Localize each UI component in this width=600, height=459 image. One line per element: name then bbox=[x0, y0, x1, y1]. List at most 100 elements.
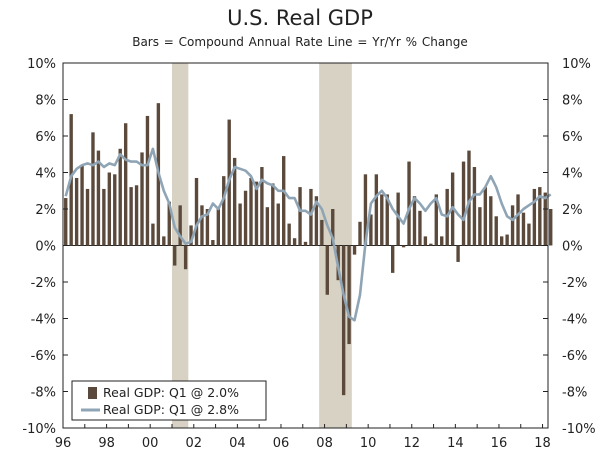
bar bbox=[151, 223, 155, 246]
y-tick-label-left: -10% bbox=[22, 422, 56, 437]
bar bbox=[396, 192, 400, 246]
bar bbox=[314, 196, 319, 246]
x-tick-label: 18 bbox=[534, 436, 551, 451]
y-tick-label-right: -10% bbox=[562, 422, 596, 437]
x-tick-label: 12 bbox=[403, 436, 420, 451]
bar bbox=[320, 219, 324, 246]
bar bbox=[331, 209, 335, 246]
y-tick-label-left: 4% bbox=[35, 167, 56, 182]
bar bbox=[538, 187, 542, 246]
bar bbox=[167, 201, 171, 246]
bar bbox=[91, 132, 95, 246]
bar bbox=[412, 196, 417, 246]
bar bbox=[418, 210, 422, 246]
legend-bar-label: Real GDP: Q1 @ 2.0% bbox=[103, 385, 239, 400]
y-tick-label-left: 8% bbox=[35, 94, 56, 109]
x-tick-label: 00 bbox=[142, 436, 159, 451]
y-tick-label-left: -6% bbox=[31, 349, 56, 364]
bar bbox=[265, 207, 270, 246]
bar bbox=[200, 205, 204, 246]
bar bbox=[489, 196, 493, 246]
bar bbox=[129, 187, 133, 246]
bar bbox=[341, 245, 346, 396]
bar-series bbox=[64, 103, 553, 396]
x-tick-label: 04 bbox=[229, 436, 246, 451]
x-tick-label: 16 bbox=[491, 436, 508, 451]
bar bbox=[113, 174, 117, 246]
bar bbox=[102, 188, 106, 246]
bar bbox=[385, 194, 389, 246]
y-tick-label-left: -8% bbox=[31, 386, 56, 401]
y-tick-label-left: -2% bbox=[31, 276, 56, 291]
y-tick-label-right: -6% bbox=[562, 349, 587, 364]
bar bbox=[64, 198, 68, 246]
y-tick-label-right: -2% bbox=[562, 276, 587, 291]
y-tick-label-right: 4% bbox=[562, 167, 583, 182]
bar bbox=[483, 187, 488, 246]
bar bbox=[505, 234, 509, 246]
legend: Real GDP: Q1 @ 2.0% Real GDP: Q1 @ 2.8% bbox=[71, 380, 267, 421]
bar bbox=[282, 156, 286, 246]
bar bbox=[123, 123, 128, 246]
bar bbox=[380, 194, 384, 246]
bar bbox=[205, 209, 210, 246]
bar bbox=[298, 187, 302, 246]
bar bbox=[276, 203, 280, 246]
chart-subtitle: Bars = Compound Annual Rate Line = Yr/Yr… bbox=[132, 35, 468, 49]
y-tick-label-right: -4% bbox=[562, 313, 587, 328]
bar bbox=[527, 223, 531, 246]
bar bbox=[516, 194, 520, 246]
y-tick-label-left: 2% bbox=[35, 203, 56, 218]
bar bbox=[238, 203, 242, 246]
bar bbox=[456, 245, 460, 262]
bar bbox=[423, 236, 428, 246]
bar bbox=[401, 245, 406, 248]
bar bbox=[85, 188, 90, 246]
bar bbox=[216, 207, 220, 246]
bar bbox=[369, 214, 373, 246]
bar bbox=[178, 205, 182, 246]
y-tick-label-right: 10% bbox=[562, 57, 591, 72]
chart-title: U.S. Real GDP bbox=[227, 6, 373, 30]
y-tick-label-right: 8% bbox=[562, 94, 583, 109]
y-tick-label-left: -4% bbox=[31, 313, 56, 328]
y-tick-label-right: 6% bbox=[562, 130, 583, 145]
bar bbox=[549, 209, 553, 246]
bar bbox=[74, 177, 79, 246]
bar bbox=[429, 243, 433, 246]
bar bbox=[134, 185, 139, 246]
bar bbox=[189, 225, 193, 246]
x-tick-label: 06 bbox=[273, 436, 290, 451]
legend-line-label: Real GDP: Q1 @ 2.8% bbox=[103, 402, 239, 417]
bar bbox=[352, 245, 357, 255]
x-tick-label: 10 bbox=[360, 436, 377, 451]
bar bbox=[162, 236, 166, 246]
y-tick-label-right: 2% bbox=[562, 203, 583, 218]
bar bbox=[472, 167, 477, 246]
bar bbox=[194, 177, 199, 246]
bar bbox=[494, 216, 498, 246]
bar bbox=[325, 245, 329, 295]
y-tick-label-right: 0% bbox=[562, 240, 583, 255]
bar bbox=[232, 157, 237, 246]
yoy-line bbox=[64, 147, 552, 322]
legend-bar-swatch bbox=[88, 387, 97, 399]
y-tick-label-left: 6% bbox=[35, 130, 56, 145]
bar bbox=[363, 174, 368, 246]
bar bbox=[391, 245, 395, 273]
line-series bbox=[64, 147, 552, 322]
bar bbox=[407, 161, 411, 246]
bar bbox=[287, 223, 291, 246]
bar bbox=[243, 190, 248, 246]
y-tick-label-left: 0% bbox=[35, 240, 56, 255]
x-tick-label: 08 bbox=[316, 436, 333, 451]
bar bbox=[292, 238, 297, 246]
bar bbox=[543, 192, 547, 246]
bar bbox=[478, 207, 482, 246]
x-tick-label: 02 bbox=[186, 436, 203, 451]
bar bbox=[521, 212, 526, 246]
bar bbox=[440, 236, 444, 246]
bar bbox=[499, 236, 504, 246]
bar bbox=[374, 174, 379, 246]
